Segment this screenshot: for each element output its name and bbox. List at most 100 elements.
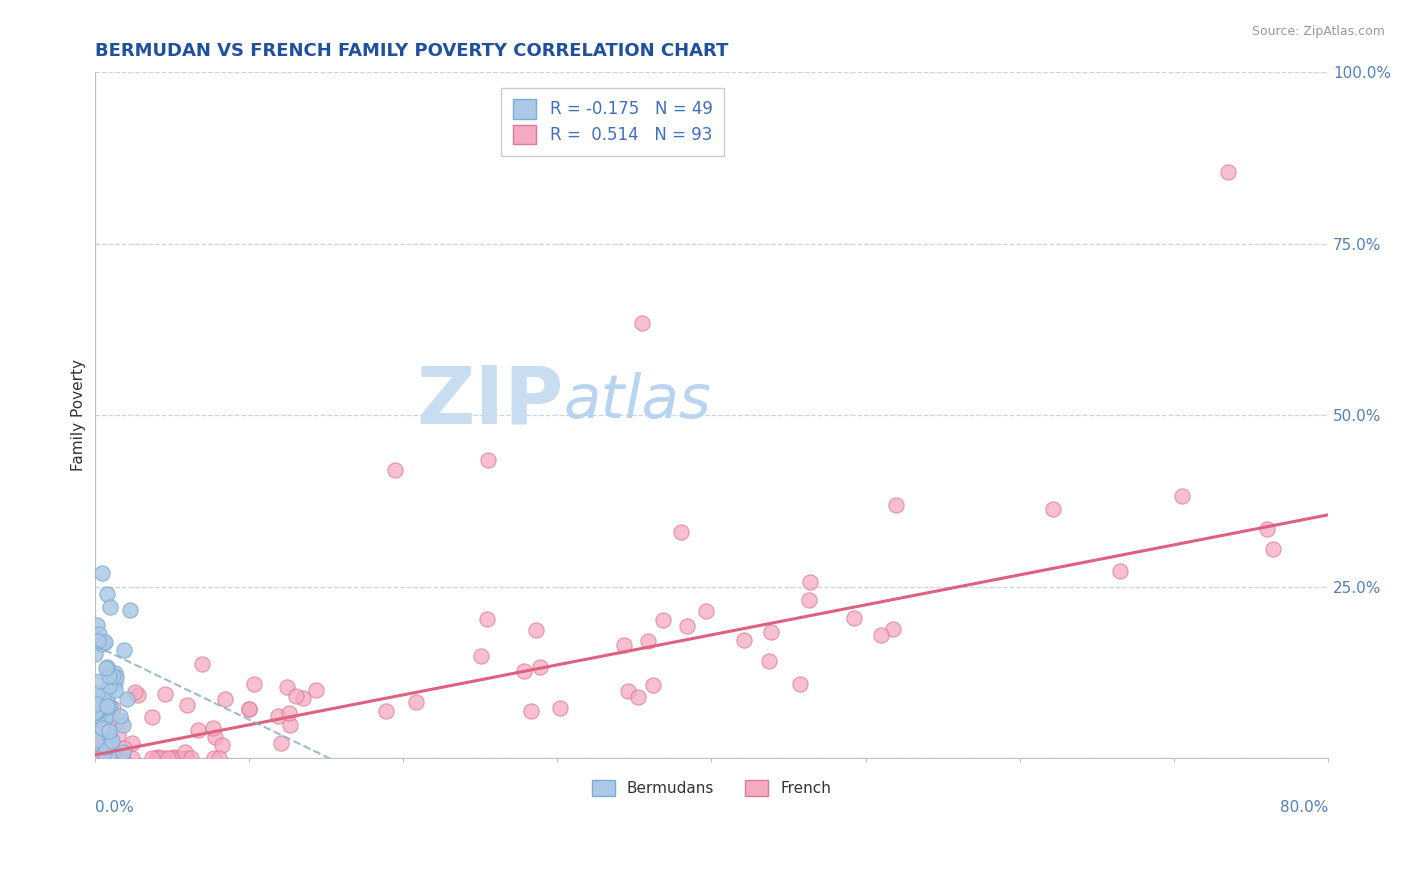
Text: BERMUDAN VS FRENCH FAMILY POVERTY CORRELATION CHART: BERMUDAN VS FRENCH FAMILY POVERTY CORREL… [94,42,728,60]
Point [799,575,821,590]
Point [797,593,820,607]
Point [107,728,129,742]
Point [882,622,904,636]
Point [176,750,198,764]
Point [97,679,120,693]
Point [759,625,782,640]
Point [110,714,132,729]
Point [104,666,127,681]
Point [238,701,260,715]
Point [86,686,108,700]
Point [124,685,146,699]
Point [631,316,654,330]
Point [101,669,124,683]
Point [97,747,120,761]
Point [90,721,112,735]
Point [98,713,121,727]
Point [652,613,675,627]
Point [305,682,328,697]
Point [86,739,108,753]
Point [87,750,110,764]
Point [94,634,117,648]
Point [98,700,121,714]
Point [98,733,121,747]
Point [1109,564,1132,578]
Point [187,723,209,737]
Point [96,587,118,601]
Point [101,750,124,764]
Point [886,498,908,512]
Text: ZIP: ZIP [416,363,564,441]
Point [284,689,307,703]
Point [93,746,115,760]
Point [291,690,314,705]
Point [278,718,301,732]
Point [153,687,176,701]
Point [89,626,111,640]
Point [91,566,114,581]
Point [149,750,172,764]
Point [86,705,108,719]
Point [97,728,120,742]
Point [548,701,571,715]
Y-axis label: Family Poverty: Family Poverty [72,359,86,471]
Point [117,692,139,706]
Point [96,659,118,673]
Point [637,634,659,648]
Point [118,603,141,617]
Point [94,712,117,726]
Point [86,705,108,719]
Point [676,619,699,633]
Point [89,673,111,688]
Point [89,745,111,759]
Point [127,688,149,702]
Point [519,704,541,718]
Point [96,692,118,706]
Point [267,709,290,723]
Point [733,632,755,647]
Point [105,746,128,760]
Point [112,741,135,756]
Point [101,750,124,764]
Point [202,750,225,764]
Text: 80.0%: 80.0% [1279,799,1329,814]
Point [145,750,167,764]
Point [110,708,132,723]
Point [84,727,107,741]
Point [695,604,717,618]
Point [1042,502,1064,516]
Point [613,639,636,653]
Legend: Bermudans, French: Bermudans, French [586,774,837,802]
Point [84,750,107,764]
Point [789,677,811,691]
Point [276,681,298,695]
Point [86,746,108,760]
Point [470,649,492,664]
Point [141,750,163,764]
Point [146,750,169,764]
Point [204,730,226,744]
Point [214,691,236,706]
Point [384,463,406,477]
Point [513,664,536,678]
Point [844,611,866,625]
Point [86,708,108,723]
Point [91,687,114,701]
Point [91,702,114,716]
Point [90,637,112,651]
Point [641,678,664,692]
Point [153,750,176,764]
Point [1216,165,1239,179]
Text: 0.0%: 0.0% [94,799,134,814]
Point [111,750,134,764]
Point [98,668,121,682]
Point [84,705,107,719]
Point [87,702,110,716]
Point [84,697,107,711]
Point [869,628,891,642]
Point [156,750,179,764]
Point [112,750,135,764]
Point [100,750,122,764]
Point [1261,542,1284,557]
Point [98,600,121,615]
